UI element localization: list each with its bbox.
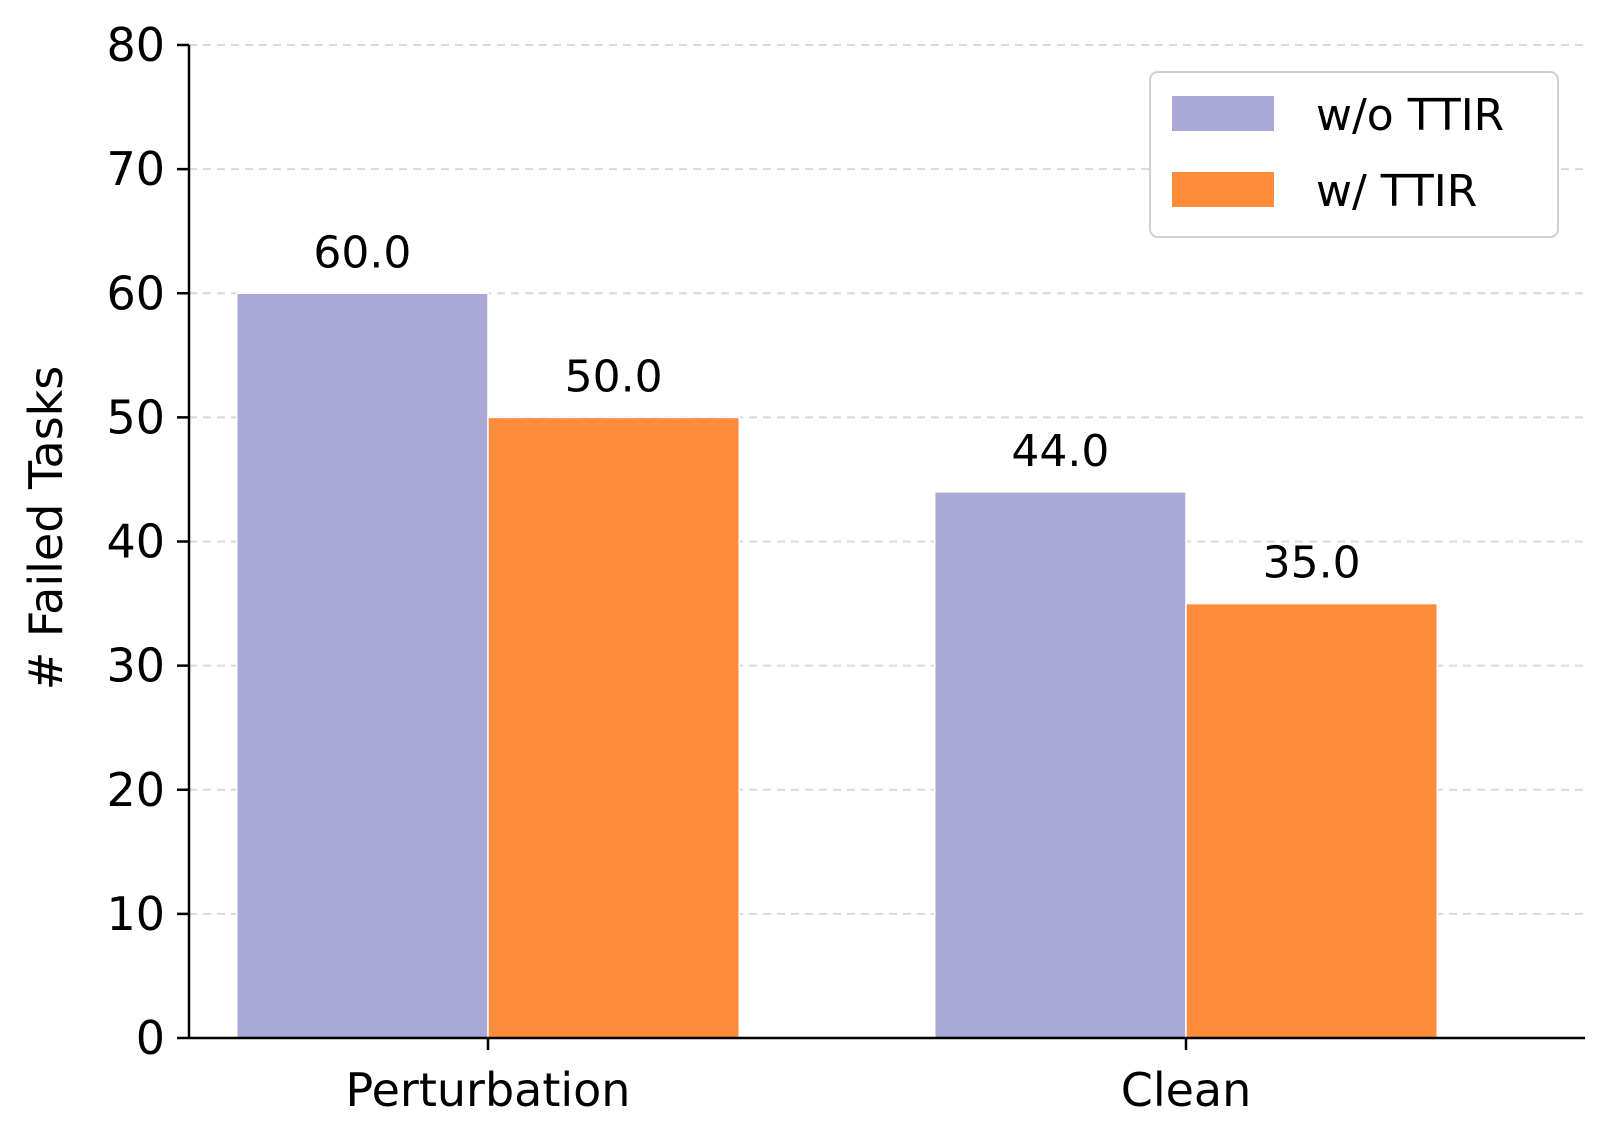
data-labels: 60.0 50.0 44.0 35.0 <box>313 227 1360 588</box>
x-ticks: Perturbation Clean <box>346 1038 1252 1117</box>
axes: 0 10 20 30 40 50 60 70 80 Perturbation Clean # Fa… <box>19 18 1585 1117</box>
y-tick-label: 10 <box>106 887 165 941</box>
legend-label-wo-ttir: w/o TTIR <box>1316 90 1504 141</box>
y-tick-label: 30 <box>106 639 165 693</box>
y-tick-label: 0 <box>136 1011 165 1065</box>
y-tick-label: 40 <box>106 515 165 569</box>
data-label: 35.0 <box>1263 538 1361 589</box>
x-tick-label: Perturbation <box>346 1063 631 1117</box>
data-label: 60.0 <box>313 227 411 278</box>
bar-w-ttir-clean <box>1185 602 1439 1039</box>
y-tick-label: 20 <box>106 763 165 817</box>
legend-label-w-ttir: w/ TTIR <box>1316 166 1477 217</box>
y-tick-label: 50 <box>106 390 165 444</box>
data-label: 50.0 <box>565 351 663 402</box>
bar-w-ttir-perturbation <box>487 416 741 1039</box>
legend-swatch-wo-ttir <box>1172 96 1274 131</box>
y-tick-label: 80 <box>106 18 165 72</box>
legend-swatch-w-ttir <box>1172 172 1274 207</box>
data-label: 44.0 <box>1011 426 1109 477</box>
x-tick-label: Clean <box>1121 1063 1252 1117</box>
y-tick-label: 70 <box>106 142 165 196</box>
bar-wo-ttir-clean <box>933 491 1187 1039</box>
bars <box>235 292 1439 1039</box>
legend: w/o TTIR w/ TTIR <box>1149 71 1559 238</box>
y-ticks: 0 10 20 30 40 50 60 70 80 <box>106 18 189 1065</box>
bar-wo-ttir-perturbation <box>235 292 489 1039</box>
y-axis-label: # Failed Tasks <box>19 366 73 691</box>
y-tick-label: 60 <box>106 266 165 320</box>
